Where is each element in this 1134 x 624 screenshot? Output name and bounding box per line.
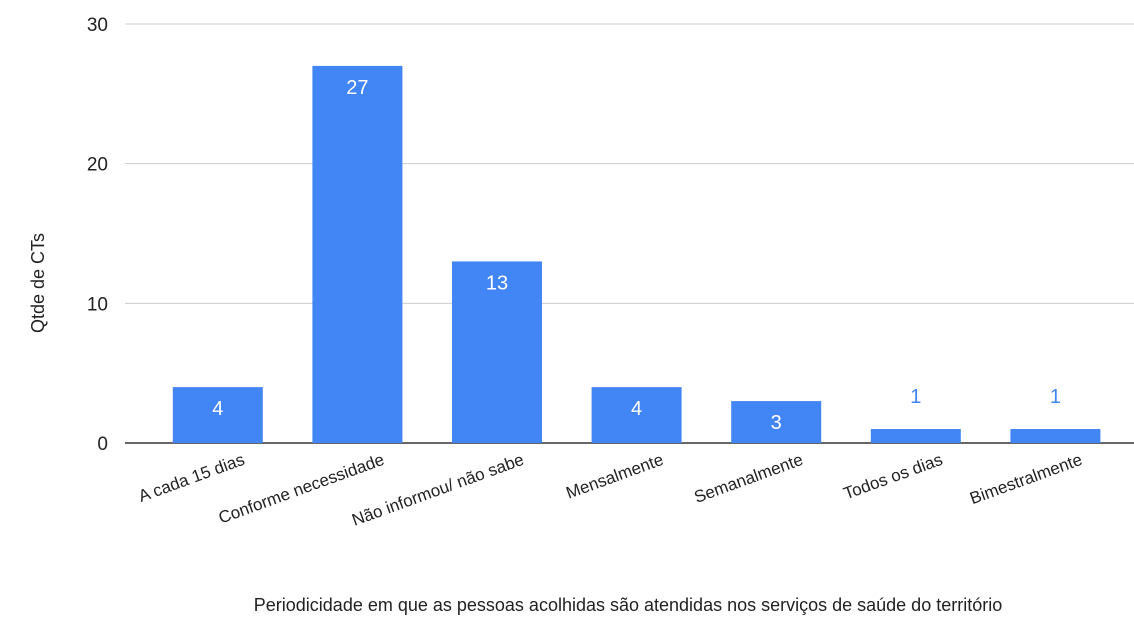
bar — [452, 261, 542, 443]
y-axis-title: Qtde de CTs — [28, 233, 48, 333]
x-axis-title: Periodicidade em que as pessoas acolhida… — [254, 595, 1002, 615]
bar — [1010, 429, 1101, 443]
bar — [312, 65, 403, 444]
x-tick-label: Mensalmente — [564, 450, 666, 503]
y-tick-label: 10 — [87, 294, 108, 315]
x-tick-label: Bimestralmente — [967, 450, 1084, 508]
y-axis-ticks: 0 10 20 30 — [87, 15, 108, 455]
gridlines — [125, 23, 1134, 444]
data-label: 1 — [910, 386, 921, 408]
x-tick-label: A cada 15 dias — [136, 450, 247, 506]
y-tick-label: 30 — [87, 15, 108, 36]
data-label: 3 — [771, 412, 782, 434]
y-tick-label: 0 — [97, 434, 108, 455]
bar — [731, 401, 822, 443]
bars — [172, 65, 1101, 444]
data-label: 13 — [486, 272, 508, 294]
y-tick-label: 20 — [87, 155, 108, 176]
x-tick-label: Semanalmente — [692, 450, 806, 507]
data-label: 4 — [212, 398, 223, 420]
data-labels: 4 27 13 4 3 1 1 — [212, 77, 1061, 434]
data-label: 4 — [631, 398, 642, 420]
data-label: 27 — [346, 77, 368, 99]
data-label: 1 — [1050, 386, 1061, 408]
bar — [870, 429, 961, 443]
x-tick-label: Todos os dias — [841, 450, 945, 503]
bar — [591, 387, 682, 443]
bar — [172, 387, 263, 443]
